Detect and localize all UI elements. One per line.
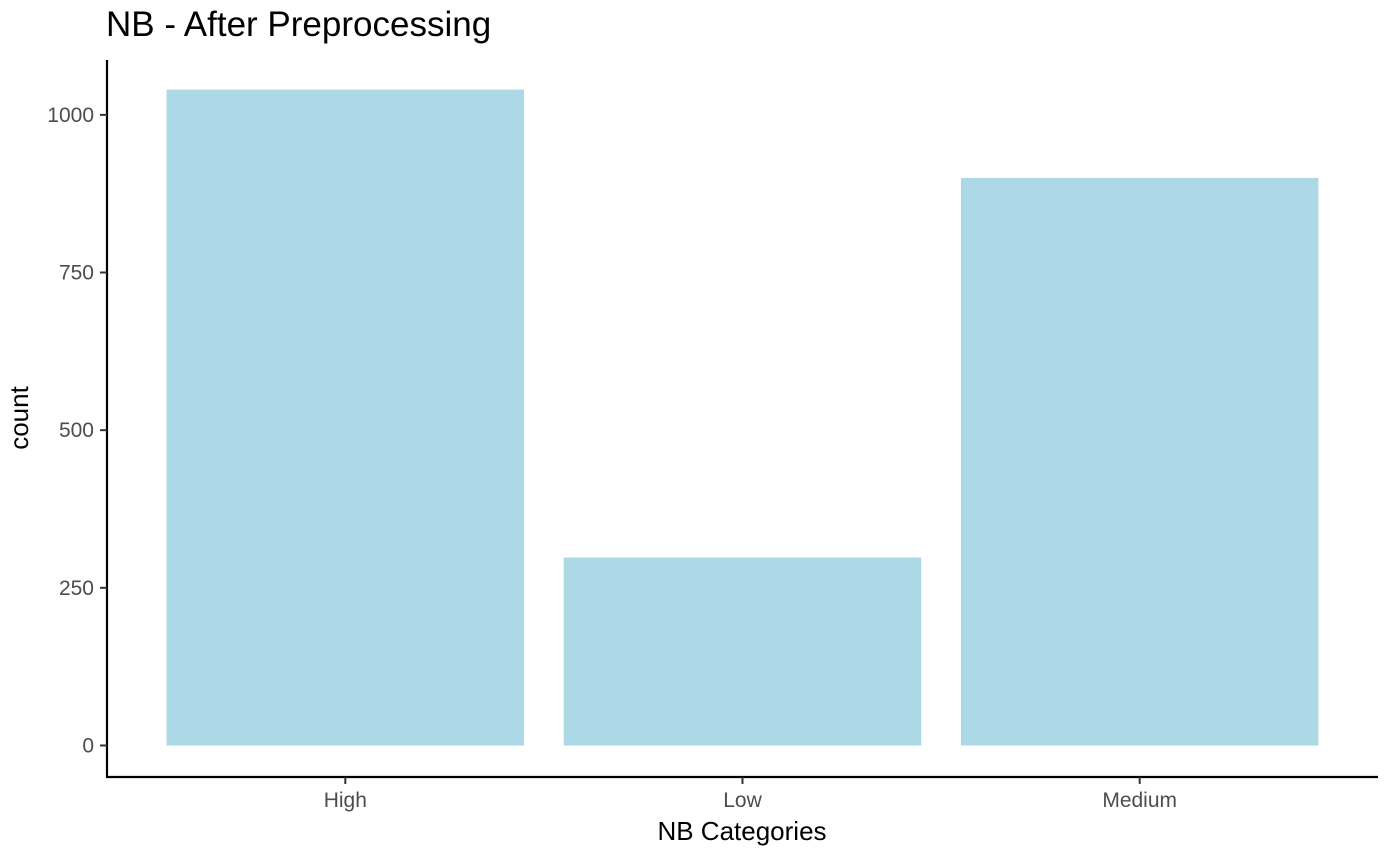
y-axis-ticks: 0 250 500 750 1000 bbox=[47, 104, 107, 757]
chart-title: NB - After Preprocessing bbox=[106, 5, 491, 44]
y-tick-label-0: 0 bbox=[82, 734, 94, 757]
bar-low bbox=[563, 557, 922, 746]
x-tick-label-medium: Medium bbox=[1102, 789, 1177, 812]
x-tick-label-high: High bbox=[324, 789, 367, 812]
y-axis-title: count bbox=[4, 385, 34, 449]
bar-high bbox=[166, 89, 525, 746]
y-tick-label-1000: 1000 bbox=[47, 104, 94, 127]
bar-medium bbox=[960, 177, 1319, 746]
bars-group bbox=[166, 89, 1319, 746]
y-tick-label-250: 250 bbox=[59, 577, 94, 600]
y-tick-label-750: 750 bbox=[59, 262, 94, 285]
x-tick-label-low: Low bbox=[723, 789, 762, 812]
x-axis-title: NB Categories bbox=[657, 816, 826, 846]
x-axis-ticks: High Low Medium bbox=[324, 777, 1177, 812]
y-tick-label-500: 500 bbox=[59, 419, 94, 442]
